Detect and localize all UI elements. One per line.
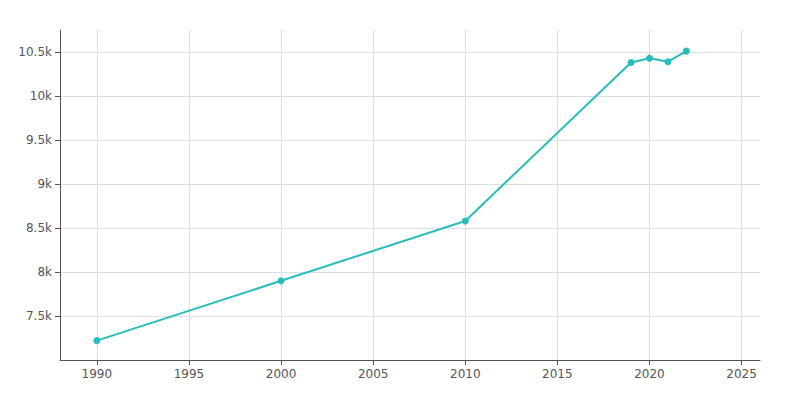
svg-text:2010: 2010 [450,367,481,381]
svg-text:2025: 2025 [726,367,757,381]
svg-text:10k: 10k [30,89,52,103]
svg-text:8.5k: 8.5k [26,221,52,235]
svg-text:9k: 9k [37,177,52,191]
svg-text:8k: 8k [37,265,52,279]
svg-text:2015: 2015 [542,367,573,381]
svg-text:9.5k: 9.5k [26,133,52,147]
svg-text:7.5k: 7.5k [26,309,52,323]
svg-text:10.5k: 10.5k [18,45,52,59]
svg-text:2005: 2005 [358,367,389,381]
svg-text:2020: 2020 [634,367,665,381]
svg-text:2000: 2000 [266,367,297,381]
svg-text:1995: 1995 [174,367,205,381]
svg-text:1990: 1990 [82,367,113,381]
